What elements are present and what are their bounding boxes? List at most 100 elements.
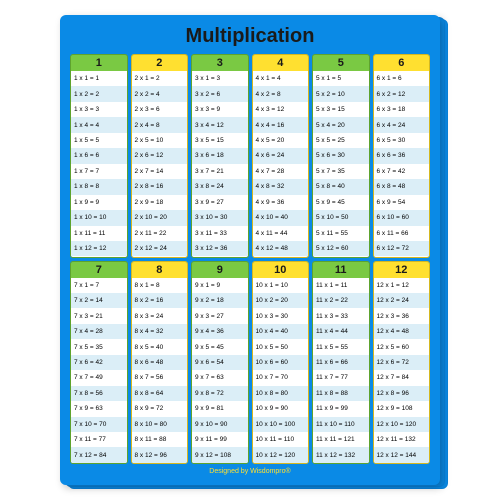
table-row: 6 x 1 = 6 bbox=[374, 71, 430, 86]
table-row: 8 x 3 = 24 bbox=[132, 308, 188, 323]
table-row: 2 x 9 = 18 bbox=[132, 195, 188, 210]
table-row: 3 x 1 = 3 bbox=[192, 71, 248, 86]
table-row: 1 x 2 = 2 bbox=[71, 86, 127, 101]
table-row: 8 x 1 = 8 bbox=[132, 278, 188, 293]
table-column-4: 44 x 1 = 44 x 2 = 84 x 3 = 124 x 4 = 164… bbox=[252, 54, 310, 258]
table-row: 8 x 7 = 56 bbox=[132, 370, 188, 385]
column-rows: 12 x 1 = 1212 x 2 = 2412 x 3 = 3612 x 4 … bbox=[374, 278, 430, 464]
table-row: 8 x 11 = 88 bbox=[132, 432, 188, 447]
table-column-5: 55 x 1 = 55 x 2 = 105 x 3 = 155 x 4 = 20… bbox=[312, 54, 370, 258]
table-row: 3 x 4 = 12 bbox=[192, 117, 248, 132]
table-row: 4 x 1 = 4 bbox=[253, 71, 309, 86]
table-row: 10 x 11 = 110 bbox=[253, 432, 309, 447]
table-row: 9 x 11 = 99 bbox=[192, 432, 248, 447]
table-column-9: 99 x 1 = 99 x 2 = 189 x 3 = 279 x 4 = 36… bbox=[191, 261, 249, 465]
table-row: 1 x 4 = 4 bbox=[71, 117, 127, 132]
column-header: 2 bbox=[132, 55, 188, 71]
table-row: 1 x 1 = 1 bbox=[71, 71, 127, 86]
column-header: 9 bbox=[192, 262, 248, 278]
table-row: 5 x 6 = 30 bbox=[313, 148, 369, 163]
table-row: 2 x 1 = 2 bbox=[132, 71, 188, 86]
table-row: 12 x 7 = 84 bbox=[374, 370, 430, 385]
table-column-8: 88 x 1 = 88 x 2 = 168 x 3 = 248 x 4 = 32… bbox=[131, 261, 189, 465]
table-row: 11 x 1 = 11 bbox=[313, 278, 369, 293]
table-row: 9 x 10 = 90 bbox=[192, 417, 248, 432]
table-row: 9 x 4 = 36 bbox=[192, 324, 248, 339]
table-row: 6 x 12 = 72 bbox=[374, 241, 430, 256]
table-row: 3 x 8 = 24 bbox=[192, 179, 248, 194]
table-column-1: 11 x 1 = 11 x 2 = 21 x 3 = 31 x 4 = 41 x… bbox=[70, 54, 128, 258]
table-row: 5 x 8 = 40 bbox=[313, 179, 369, 194]
table-row: 7 x 6 = 42 bbox=[71, 355, 127, 370]
column-rows: 10 x 1 = 1010 x 2 = 2010 x 3 = 3010 x 4 … bbox=[253, 278, 309, 464]
table-row: 2 x 7 = 14 bbox=[132, 164, 188, 179]
table-row: 9 x 5 = 45 bbox=[192, 339, 248, 354]
table-row: 10 x 3 = 30 bbox=[253, 308, 309, 323]
table-row: 3 x 3 = 9 bbox=[192, 102, 248, 117]
table-row: 7 x 10 = 70 bbox=[71, 417, 127, 432]
column-rows: 8 x 1 = 88 x 2 = 168 x 3 = 248 x 4 = 328… bbox=[132, 278, 188, 464]
table-row: 3 x 10 = 30 bbox=[192, 210, 248, 225]
table-row: 12 x 3 = 36 bbox=[374, 308, 430, 323]
table-row: 11 x 4 = 44 bbox=[313, 324, 369, 339]
table-row: 10 x 10 = 100 bbox=[253, 417, 309, 432]
table-row: 3 x 2 = 6 bbox=[192, 86, 248, 101]
table-row: 4 x 11 = 44 bbox=[253, 226, 309, 241]
table-row: 5 x 11 = 55 bbox=[313, 226, 369, 241]
table-row: 4 x 3 = 12 bbox=[253, 102, 309, 117]
table-row: 9 x 2 = 18 bbox=[192, 293, 248, 308]
table-row: 7 x 3 = 21 bbox=[71, 308, 127, 323]
table-row: 5 x 5 = 25 bbox=[313, 133, 369, 148]
column-header: 8 bbox=[132, 262, 188, 278]
table-row: 4 x 5 = 20 bbox=[253, 133, 309, 148]
column-rows: 6 x 1 = 66 x 2 = 126 x 3 = 186 x 4 = 246… bbox=[374, 71, 430, 257]
table-row: 3 x 12 = 36 bbox=[192, 241, 248, 256]
table-row: 6 x 3 = 18 bbox=[374, 102, 430, 117]
table-row: 8 x 8 = 64 bbox=[132, 386, 188, 401]
table-column-11: 1111 x 1 = 1111 x 2 = 2211 x 3 = 3311 x … bbox=[312, 261, 370, 465]
table-row: 10 x 8 = 80 bbox=[253, 386, 309, 401]
column-header: 12 bbox=[374, 262, 430, 278]
table-row: 11 x 5 = 55 bbox=[313, 339, 369, 354]
table-row: 7 x 5 = 35 bbox=[71, 339, 127, 354]
table-row: 8 x 6 = 48 bbox=[132, 355, 188, 370]
table-row: 1 x 7 = 7 bbox=[71, 164, 127, 179]
column-rows: 11 x 1 = 1111 x 2 = 2211 x 3 = 3311 x 4 … bbox=[313, 278, 369, 464]
table-row: 12 x 9 = 108 bbox=[374, 401, 430, 416]
table-row: 7 x 4 = 28 bbox=[71, 324, 127, 339]
table-row: 11 x 8 = 88 bbox=[313, 386, 369, 401]
column-header: 11 bbox=[313, 262, 369, 278]
table-row: 6 x 10 = 60 bbox=[374, 210, 430, 225]
table-row: 12 x 12 = 144 bbox=[374, 447, 430, 462]
table-row: 2 x 6 = 12 bbox=[132, 148, 188, 163]
table-column-2: 22 x 1 = 22 x 2 = 42 x 3 = 62 x 4 = 82 x… bbox=[131, 54, 189, 258]
table-row: 1 x 11 = 11 bbox=[71, 226, 127, 241]
table-row: 3 x 7 = 21 bbox=[192, 164, 248, 179]
table-row: 10 x 6 = 60 bbox=[253, 355, 309, 370]
column-header: 1 bbox=[71, 55, 127, 71]
table-row: 6 x 8 = 48 bbox=[374, 179, 430, 194]
table-row: 5 x 7 = 35 bbox=[313, 164, 369, 179]
table-row: 11 x 3 = 33 bbox=[313, 308, 369, 323]
table-row: 1 x 8 = 8 bbox=[71, 179, 127, 194]
table-row: 4 x 10 = 40 bbox=[253, 210, 309, 225]
table-row: 10 x 9 = 90 bbox=[253, 401, 309, 416]
table-row: 1 x 5 = 5 bbox=[71, 133, 127, 148]
table-row: 9 x 3 = 27 bbox=[192, 308, 248, 323]
table-row: 1 x 3 = 3 bbox=[71, 102, 127, 117]
table-row: 12 x 4 = 48 bbox=[374, 324, 430, 339]
table-row: 6 x 11 = 66 bbox=[374, 226, 430, 241]
table-row: 5 x 12 = 60 bbox=[313, 241, 369, 256]
table-row: 4 x 8 = 32 bbox=[253, 179, 309, 194]
table-row: 2 x 3 = 6 bbox=[132, 102, 188, 117]
table-column-6: 66 x 1 = 66 x 2 = 126 x 3 = 186 x 4 = 24… bbox=[373, 54, 431, 258]
table-row: 12 x 2 = 24 bbox=[374, 293, 430, 308]
table-row: 5 x 3 = 15 bbox=[313, 102, 369, 117]
table-row: 11 x 7 = 77 bbox=[313, 370, 369, 385]
table-column-12: 1212 x 1 = 1212 x 2 = 2412 x 3 = 3612 x … bbox=[373, 261, 431, 465]
table-row: 10 x 4 = 40 bbox=[253, 324, 309, 339]
column-header: 10 bbox=[253, 262, 309, 278]
table-row: 4 x 9 = 36 bbox=[253, 195, 309, 210]
column-rows: 9 x 1 = 99 x 2 = 189 x 3 = 279 x 4 = 369… bbox=[192, 278, 248, 464]
table-row: 1 x 10 = 10 bbox=[71, 210, 127, 225]
